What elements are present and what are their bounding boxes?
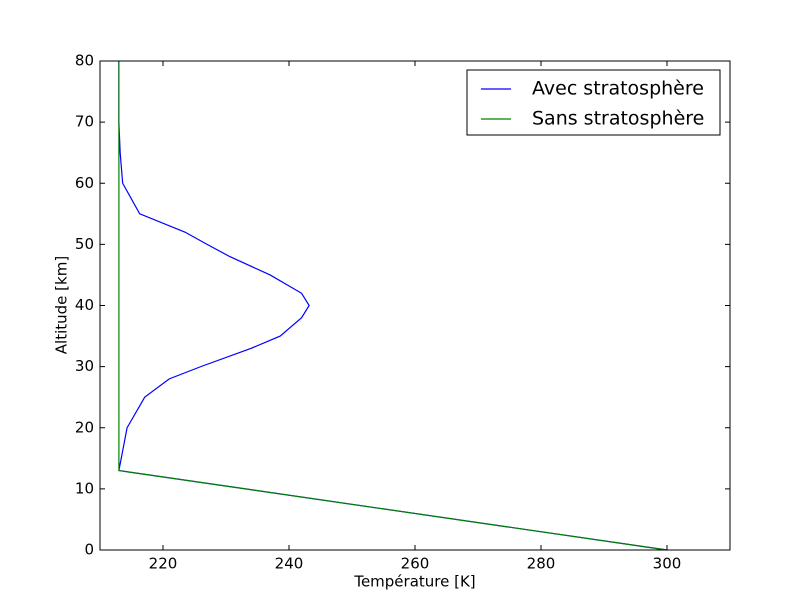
y-tick-label: 70 <box>75 113 94 131</box>
x-tick-label: 260 <box>401 555 430 573</box>
y-tick-label: 10 <box>75 479 94 497</box>
legend-box <box>466 69 721 136</box>
y-axis-label: Altitude [km] <box>53 256 71 354</box>
x-tick-label: 240 <box>275 555 304 573</box>
x-axis-label: Température [K] <box>353 573 475 591</box>
y-tick-label: 0 <box>84 541 94 559</box>
x-tick-label: 280 <box>527 555 556 573</box>
x-tick-label: 220 <box>149 555 178 573</box>
x-tick-label: 300 <box>653 555 682 573</box>
line <box>118 61 668 551</box>
y-tick-label: 50 <box>75 235 94 253</box>
legend-label: Sans stratosphère <box>532 108 704 130</box>
plot-frame <box>99 60 731 551</box>
y-tick-label: 60 <box>75 174 94 192</box>
y-tick-label: 40 <box>75 296 94 314</box>
y-tick-label: 30 <box>75 357 94 375</box>
y-tick-label: 20 <box>75 418 94 436</box>
line <box>118 61 668 551</box>
y-tick-label: 80 <box>75 52 94 70</box>
legend-label: Avec stratosphère <box>532 78 704 100</box>
